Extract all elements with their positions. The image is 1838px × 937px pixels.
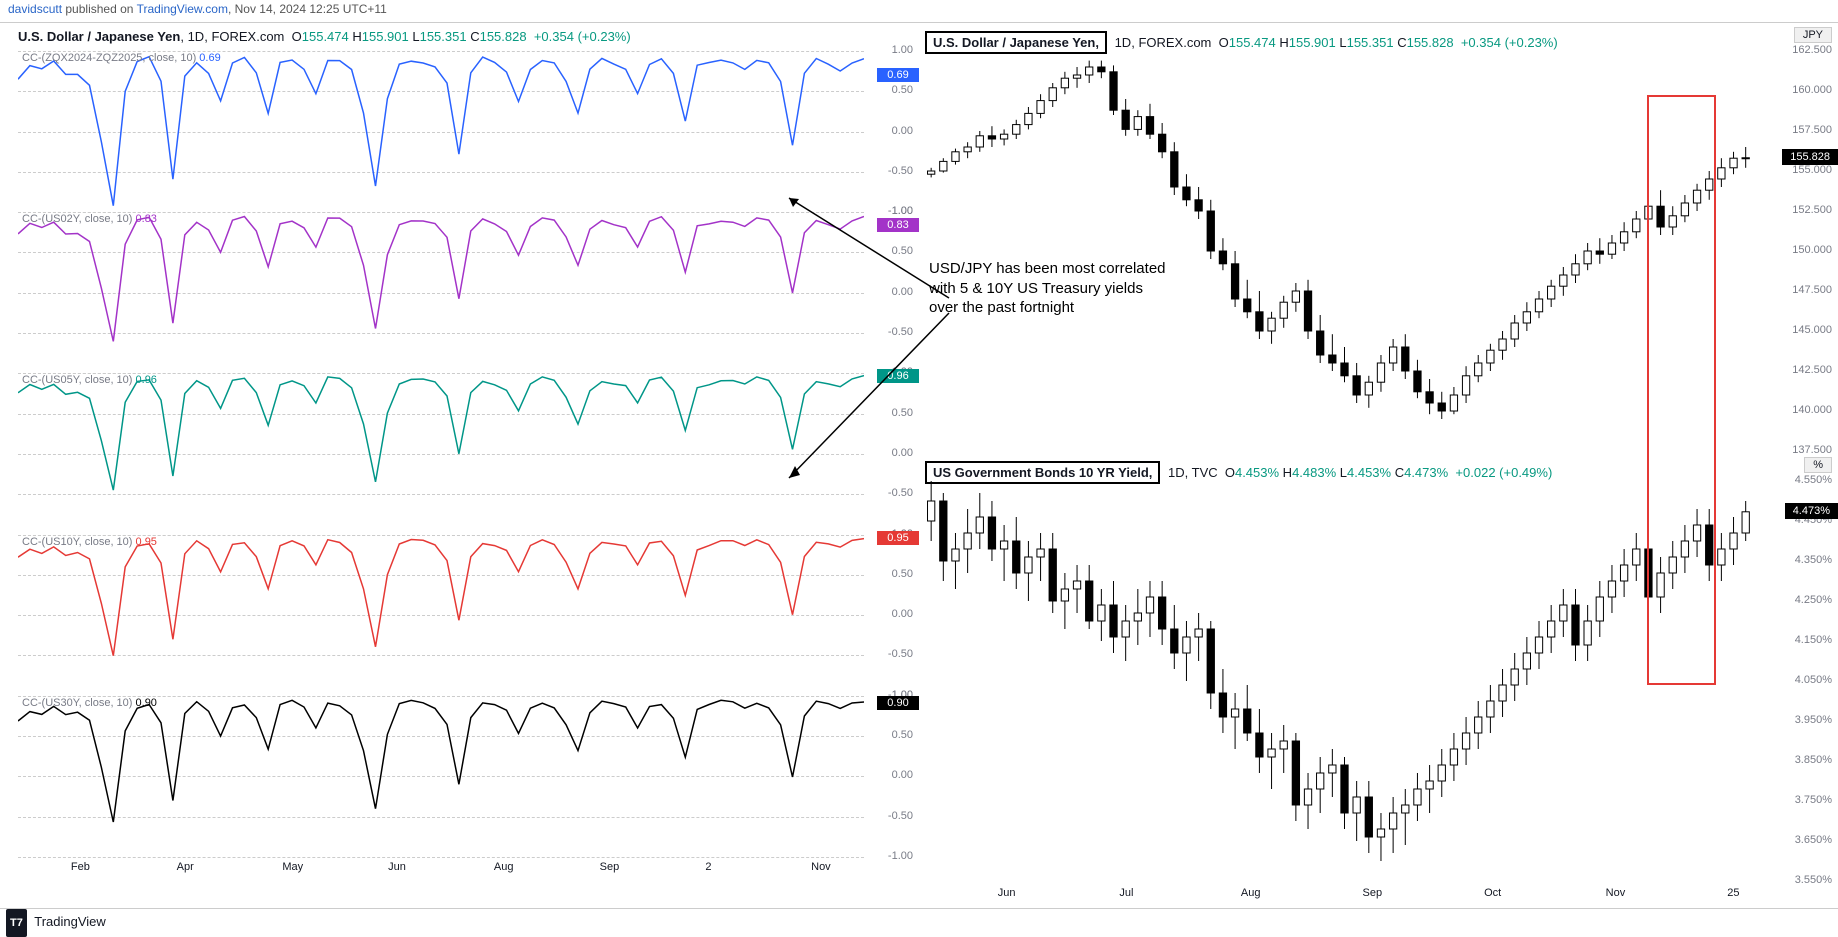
cc-legend: CC-(US10Y, close, 10) 0.95 [22,536,157,548]
cc-legend: CC-(US05Y, close, 10) 0.96 [22,374,157,386]
cc-value-tag: 0.95 [877,531,919,545]
us10y-unit-tag: % [1804,457,1832,473]
annotation-arrow-bottom [779,308,959,488]
cc-pane-us30y[interactable]: 1.000.500.00-0.50-1.000.90CC-(US30Y, clo… [0,696,919,857]
cc-pane-us10y[interactable]: 1.000.500.00-0.50-1.000.95CC-(US10Y, clo… [0,535,919,696]
us10y-plot-area [919,481,1770,881]
cc-value-tag: 0.69 [877,68,919,82]
usdjpy-y-axis: JPY 137.500140.000142.500145.000147.5001… [1770,23,1838,453]
tradingview-logo: T7 [6,909,27,937]
usdjpy-unit-tag: JPY [1794,27,1832,43]
usdjpy-symbol-header: U.S. Dollar / Japanese Yen, 1D, FOREX.co… [921,25,1568,58]
usdjpy-plot-area [919,51,1770,451]
publish-info: davidscutt published on TradingView.com,… [0,0,1838,18]
publish-timestamp: Nov 14, 2024 12:25 UTC+11 [235,2,387,16]
us10y-symbol-header: US Government Bonds 10 YR Yield, 1D, TVC… [921,455,1562,488]
correlation-annotation: USD/JPY has been most correlated with 5 … [929,259,1166,318]
footer: T7 TradingView [0,908,1838,934]
right-panel: U.S. Dollar / Japanese Yen, 1D, FOREX.co… [919,22,1838,906]
red-highlight-box [1647,95,1717,685]
left-symbol-header: U.S. Dollar / Japanese Yen, 1D, FOREX.co… [0,23,919,48]
cc-value-tag: 0.90 [877,696,919,710]
cc-legend: CC-(US02Y, close, 10) 0.83 [22,213,157,225]
publisher-user: davidscutt [8,2,62,16]
cc-legend: CC-(ZQX2024-ZQZ2025, close, 10) 0.69 [22,52,221,64]
left-x-axis: FebAprMayJunAugSep2Nov [18,857,864,882]
cc-legend: CC-(US30Y, close, 10) 0.90 [22,697,157,709]
last-price-tag: 155.828 [1782,149,1838,165]
last-price-tag: 4.473% [1785,503,1838,519]
us10y-y-axis: % 3.550%3.650%3.750%3.850%3.950%4.050%4.… [1770,453,1838,883]
cc-pane-zqx2024-zqz2025[interactable]: 1.000.500.00-0.50-1.000.69CC-(ZQX2024-ZQ… [0,51,919,212]
right-x-axis: JunJulAugSepOctNov25 [937,883,1783,908]
publisher-site: TradingView.com [137,2,228,16]
